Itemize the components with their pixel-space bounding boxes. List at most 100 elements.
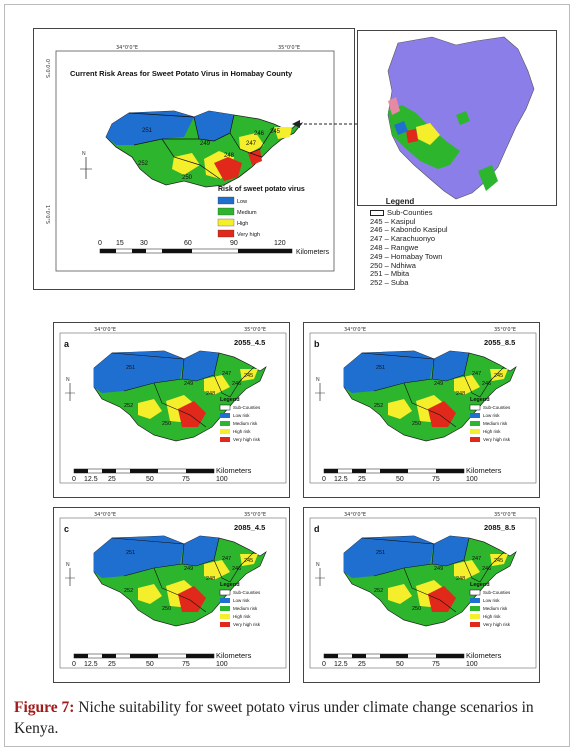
svg-text:Low risk: Low risk [483, 598, 500, 603]
svg-text:246: 246 [232, 566, 241, 572]
svg-text:247: 247 [472, 371, 481, 377]
legend-item: 248 – Rangwe [370, 242, 419, 252]
svg-text:Medium risk: Medium risk [233, 606, 258, 611]
svg-text:0: 0 [322, 661, 326, 668]
panel-scenario: 2055_8.5 [484, 338, 515, 347]
svg-text:Legend: Legend [470, 582, 490, 588]
panel-scenario: 2055_4.5 [234, 338, 265, 347]
legend-item: 251 – Mbita [370, 269, 410, 279]
panel-letter: a [64, 339, 70, 349]
svg-text:250: 250 [182, 175, 193, 181]
svg-text:25: 25 [108, 476, 116, 483]
svg-text:Low: Low [237, 199, 247, 205]
panel-legend: Legend Sub-Counties Low risk Medium risk… [469, 397, 511, 442]
caption-label: Figure 7: [14, 699, 75, 716]
svg-text:Medium risk: Medium risk [483, 606, 508, 611]
svg-text:248: 248 [206, 576, 215, 582]
svg-text:100: 100 [216, 476, 228, 483]
svg-text:246: 246 [232, 381, 241, 387]
svg-text:25: 25 [358, 661, 366, 668]
svg-text:N: N [82, 151, 86, 157]
svg-text:Kilometers: Kilometers [216, 651, 252, 660]
svg-text:248: 248 [456, 576, 465, 582]
svg-text:100: 100 [466, 476, 478, 483]
svg-text:252: 252 [138, 161, 149, 167]
svg-text:246: 246 [482, 566, 491, 572]
north-arrow: N [80, 151, 92, 179]
svg-text:Kilometers: Kilometers [296, 249, 330, 256]
svg-text:Sub-Counties: Sub-Counties [483, 405, 511, 410]
svg-text:252: 252 [124, 588, 133, 594]
panel-scale-bar: Kilometers 0 12.5 25 50 75 100 [72, 466, 252, 483]
svg-text:245: 245 [270, 129, 281, 135]
svg-text:245: 245 [244, 558, 253, 564]
svg-text:Low risk: Low risk [233, 598, 250, 603]
panel-legend: Legend Sub-Counties Low risk Medium risk… [469, 582, 511, 627]
svg-text:0: 0 [72, 661, 76, 668]
current-risk-map-svg: Current Risk Areas for Sweet Potato Viru… [44, 45, 335, 272]
svg-text:245: 245 [494, 558, 503, 564]
panel-lon-tick: 34°0'0"E [94, 512, 116, 518]
kenya-map-svg [387, 36, 535, 200]
map-title: Current Risk Areas for Sweet Potato Viru… [70, 69, 293, 78]
svg-text:246: 246 [482, 381, 491, 387]
panel-north-arrow: N [315, 562, 325, 586]
svg-text:Kilometers: Kilometers [466, 651, 502, 660]
svg-text:251: 251 [376, 365, 385, 371]
svg-text:100: 100 [216, 661, 228, 668]
svg-text:249: 249 [184, 566, 193, 572]
svg-text:247: 247 [246, 141, 257, 147]
svg-text:75: 75 [182, 476, 190, 483]
svg-text:251: 251 [376, 550, 385, 556]
svg-text:252: 252 [124, 403, 133, 409]
svg-text:245: 245 [244, 373, 253, 379]
panel-lon-tick: 35°0'0"E [244, 512, 266, 518]
svg-text:30: 30 [140, 240, 148, 247]
svg-text:50: 50 [146, 661, 154, 668]
scenario-panel-c: 34°0'0"E 35°0'0"E c 2085_4.5 N 251 252 2… [53, 507, 290, 683]
panel-scale-bar: Kilometers 0 12.5 25 50 75 100 [322, 466, 502, 483]
caption-text: Niche suitability for sweet potato virus… [14, 699, 534, 737]
legend-item: 252 – Suba [370, 278, 409, 288]
panel-county-map: 251 252 250 249 248 247 246 245 [93, 350, 267, 442]
panel-lon-tick: 35°0'0"E [244, 327, 266, 333]
svg-text:N: N [66, 377, 70, 383]
scale-bar: 0 15 30 60 90 120 Kilometers [98, 240, 330, 256]
svg-text:High risk: High risk [483, 429, 501, 434]
svg-text:252: 252 [374, 588, 383, 594]
svg-text:Very high risk: Very high risk [483, 622, 511, 627]
svg-text:Very high risk: Very high risk [483, 437, 511, 442]
panel-lon-tick: 34°0'0"E [344, 512, 366, 518]
svg-text:247: 247 [222, 371, 231, 377]
svg-text:N: N [66, 562, 70, 568]
panel-county-map: 251 252 250 249 248 247 246 245 [343, 535, 517, 627]
svg-text:High risk: High risk [483, 614, 501, 619]
svg-text:12.5: 12.5 [84, 476, 98, 483]
svg-text:75: 75 [432, 476, 440, 483]
svg-text:75: 75 [432, 661, 440, 668]
svg-text:High: High [237, 221, 248, 227]
svg-text:Low risk: Low risk [483, 413, 500, 418]
svg-text:Kilometers: Kilometers [466, 466, 502, 475]
svg-text:248: 248 [206, 391, 215, 397]
panel-scale-bar: Kilometers 0 12.5 25 50 75 100 [72, 651, 252, 668]
lat-tick-2: 1°0'0"S [44, 205, 50, 224]
scenario-panel-b: 34°0'0"E 35°0'0"E b 2055_8.5 N 251 252 2… [303, 322, 540, 498]
svg-text:15: 15 [116, 240, 124, 247]
panel-county-map: 251 252 250 249 248 247 246 245 [93, 535, 267, 627]
svg-text:250: 250 [162, 421, 171, 427]
svg-text:N: N [316, 377, 320, 383]
svg-text:50: 50 [396, 661, 404, 668]
svg-text:12.5: 12.5 [334, 661, 348, 668]
panel-legend: Legend Sub-Counties Low risk Medium risk… [219, 582, 261, 627]
panel-lon-tick: 35°0'0"E [494, 327, 516, 333]
svg-text:12.5: 12.5 [84, 661, 98, 668]
svg-text:0: 0 [322, 476, 326, 483]
svg-text:100: 100 [466, 661, 478, 668]
svg-text:0: 0 [72, 476, 76, 483]
svg-text:Very high: Very high [237, 232, 260, 238]
subcounty-legend: Legend Sub-Counties 245 – Kasipul 246 – … [370, 197, 520, 288]
svg-text:60: 60 [184, 240, 192, 247]
svg-text:251: 251 [126, 550, 135, 556]
svg-text:248: 248 [224, 153, 235, 159]
